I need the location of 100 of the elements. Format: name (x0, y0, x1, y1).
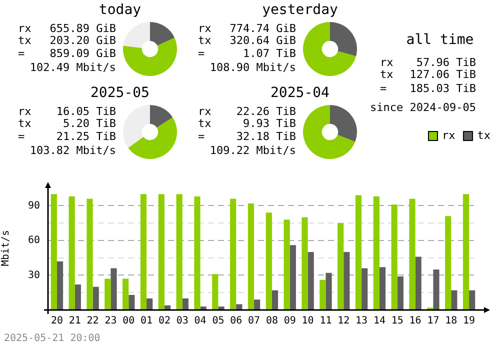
bar (218, 306, 224, 310)
bar (326, 272, 332, 310)
bar (302, 217, 308, 310)
x-tick-label: 02 (158, 316, 170, 327)
text: rx 57.96 TiB (380, 56, 476, 69)
text: since 2024-09-05 (370, 101, 476, 114)
text: 103.82 Mbit/s (30, 144, 116, 157)
x-tick-label: 23 (104, 316, 117, 327)
bar (266, 212, 272, 310)
x-tick-label: 07 (248, 316, 260, 327)
bar (248, 203, 254, 310)
bar (373, 196, 380, 310)
x-tick-label: 10 (302, 316, 314, 327)
x-tick-label: 17 (427, 316, 440, 327)
text: 109.22 Mbit/s (210, 144, 296, 157)
bar (158, 194, 164, 310)
bar (92, 286, 99, 310)
bar (338, 223, 344, 310)
bar (284, 220, 290, 310)
x-tick-label: 06 (230, 316, 242, 327)
y-tick-label: 90 (28, 200, 40, 212)
x-tick-label: 11 (320, 316, 332, 327)
y-tick-label: 60 (28, 235, 40, 246)
bar (128, 294, 135, 310)
text: 102.49 Mbit/s (30, 61, 116, 74)
chart-title: 2025-05 (89, 85, 150, 101)
text: rx 22.26 TiB (198, 105, 296, 118)
bar (140, 194, 147, 310)
bar (290, 245, 296, 310)
chart-title: yesterday (261, 2, 339, 18)
text: 2025-05-21 20:00 (4, 333, 100, 344)
legend-label: tx (477, 129, 490, 142)
bar (462, 194, 470, 310)
x-tick-label: 08 (266, 316, 278, 327)
text: tx 203.20 GiB (18, 34, 116, 47)
text: tx 127.06 TiB (380, 68, 476, 81)
chart-title: 2025-04 (269, 85, 330, 101)
bar (397, 276, 404, 310)
bar (74, 284, 81, 310)
bar (194, 196, 200, 310)
bar (409, 198, 416, 310)
x-tick-label: 01 (140, 316, 153, 327)
x-tick-label: 03 (176, 316, 188, 327)
y-axis-title: Mbit/s (0, 230, 12, 266)
text: = 185.03 TiB (380, 82, 476, 95)
bar (379, 267, 386, 310)
bar (391, 204, 398, 310)
bar (433, 269, 440, 310)
text: tx 5.20 TiB (18, 117, 116, 130)
x-tick-label: 21 (68, 316, 81, 327)
bar (415, 256, 422, 310)
x-tick-label: 20 (50, 316, 63, 327)
bar (344, 252, 350, 310)
bar (212, 274, 218, 310)
x-tick-label: 14 (373, 316, 386, 327)
x-tick-label: 15 (391, 316, 404, 327)
text: rx 774.74 GiB (198, 22, 296, 35)
text: tx 9.93 TiB (198, 117, 296, 130)
bar (68, 196, 75, 310)
legend-label: rx (442, 129, 456, 142)
bar (469, 290, 476, 310)
bar (272, 290, 278, 310)
x-tick-label: 19 (463, 316, 476, 327)
bar (146, 298, 153, 310)
bar (50, 194, 57, 310)
text: = 1.07 TiB (198, 47, 296, 60)
bar (254, 300, 260, 310)
bar (451, 290, 458, 310)
bar (176, 194, 182, 310)
text: 108.90 Mbit/s (210, 61, 296, 74)
text: = 32.18 TiB (198, 130, 296, 143)
x-tick-label: 05 (212, 316, 224, 327)
text: all time (405, 32, 475, 48)
text: = 21.25 TiB (18, 130, 116, 143)
bar (362, 268, 368, 310)
bar (230, 198, 236, 310)
y-tick-label: 30 (28, 270, 40, 281)
bar (164, 305, 171, 310)
bar (320, 280, 326, 310)
bar (445, 216, 452, 310)
chart-title: today (98, 2, 142, 18)
x-tick-label: 00 (122, 316, 135, 327)
bar (122, 278, 129, 310)
bar (200, 306, 206, 310)
bar (56, 261, 64, 310)
text: rx 655.89 GiB (18, 22, 116, 35)
x-tick-label: 18 (445, 316, 458, 327)
bar (308, 252, 314, 310)
bar (110, 268, 117, 310)
x-tick-label: 09 (284, 316, 296, 327)
text: rx 16.05 TiB (18, 105, 116, 118)
x-tick-label: 04 (194, 316, 206, 327)
text: = 859.09 GiB (18, 47, 116, 60)
bar (104, 278, 111, 310)
x-tick-label: 22 (86, 316, 99, 327)
bar (86, 198, 93, 310)
bar (182, 298, 188, 310)
x-tick-label: 16 (409, 316, 422, 327)
bar (355, 195, 362, 310)
x-tick-label: 13 (356, 316, 368, 327)
